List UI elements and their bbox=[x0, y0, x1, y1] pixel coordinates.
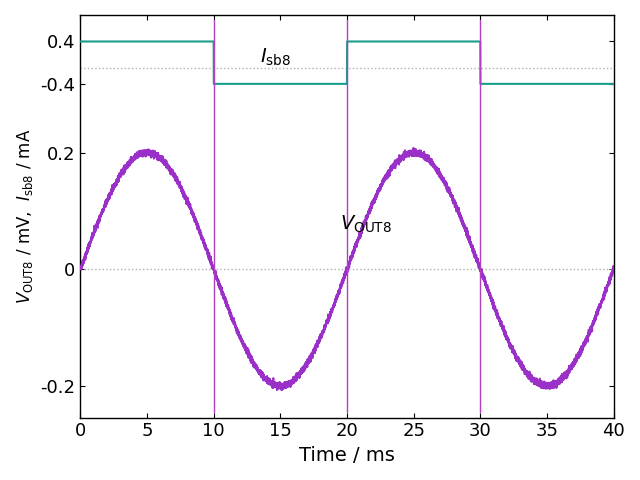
Text: $\mathit{V}_{\mathrm{OUT8}}$: $\mathit{V}_{\mathrm{OUT8}}$ bbox=[340, 214, 392, 235]
Y-axis label: $\mathit{V}_{\mathrm{OUT8}}$ / mV,  $\mathit{I}_{\mathrm{sb8}}$ / mA: $\mathit{V}_{\mathrm{OUT8}}$ / mV, $\mat… bbox=[15, 129, 35, 304]
X-axis label: Time / ms: Time / ms bbox=[299, 446, 395, 465]
Text: $\mathit{I}_{\mathrm{sb8}}$: $\mathit{I}_{\mathrm{sb8}}$ bbox=[260, 47, 292, 68]
